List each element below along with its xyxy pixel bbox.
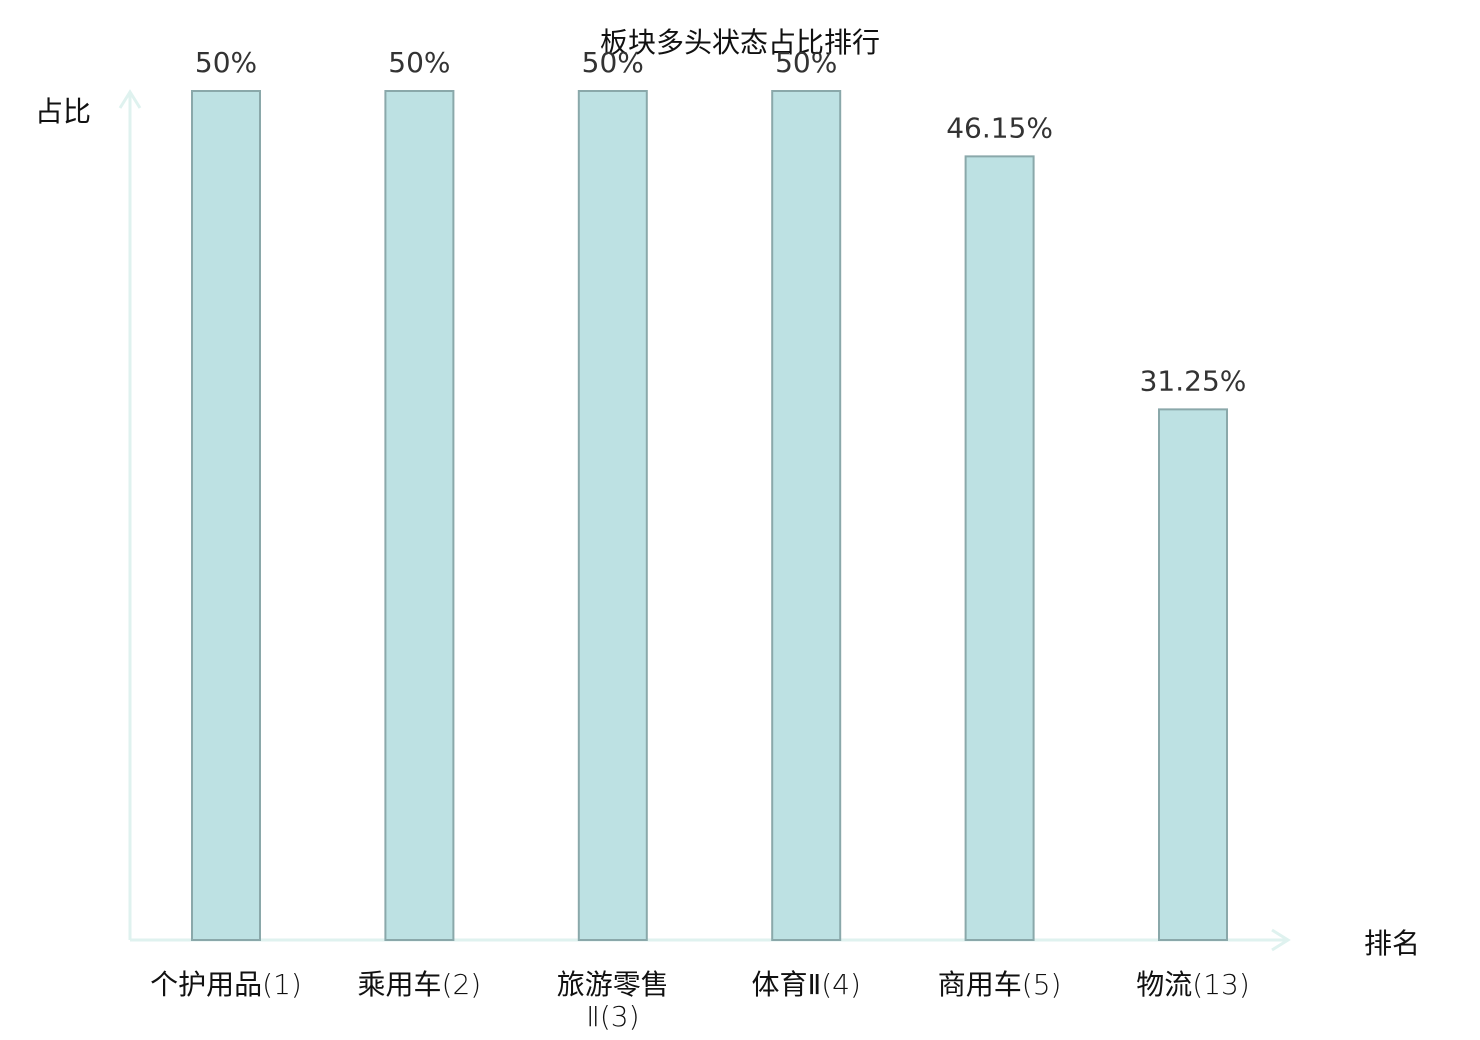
tick-label: 商用车(5) — [938, 968, 1062, 1001]
chart-title: 板块多头状态占比排行 — [600, 26, 880, 59]
x-axis-arrow — [1271, 928, 1291, 952]
tick-label: 体育Ⅱ(4) — [751, 968, 860, 1001]
x-axis-label: 排名 — [1364, 927, 1420, 960]
value-labels-group: 50% 50% 50% 50% 46.15% 31.25% — [195, 46, 1247, 397]
bar — [191, 90, 261, 941]
bar — [577, 90, 648, 941]
bar — [1158, 408, 1228, 941]
bar — [771, 90, 842, 941]
tick-label: 旅游零售 Ⅱ(3) — [557, 968, 669, 1033]
bar-value-label: 46.15% — [946, 111, 1053, 144]
tick-label-highlight: 物流(13) — [1136, 968, 1250, 1001]
bar-value-label: 50% — [775, 46, 837, 79]
bars-group — [191, 90, 1228, 942]
tick-label: 个护用品(1) — [150, 968, 302, 1001]
bar — [384, 90, 455, 941]
bar — [964, 155, 1035, 942]
y-axis-label: 占比 — [35, 95, 91, 128]
bar-value-label: 50% — [582, 46, 644, 79]
bar-value-label: 50% — [195, 46, 257, 79]
y-axis-arrow — [118, 89, 142, 109]
bar-value-label: 31.25% — [1140, 364, 1247, 397]
tick-label: 乘用车(2) — [358, 968, 482, 1001]
tick-labels-group: 个护用品(1) 乘用车(2) 旅游零售 Ⅱ(3) 体育Ⅱ(4) 商用车(5) 物流(13) — [150, 968, 1250, 1033]
bar-value-label: 50% — [388, 46, 450, 79]
